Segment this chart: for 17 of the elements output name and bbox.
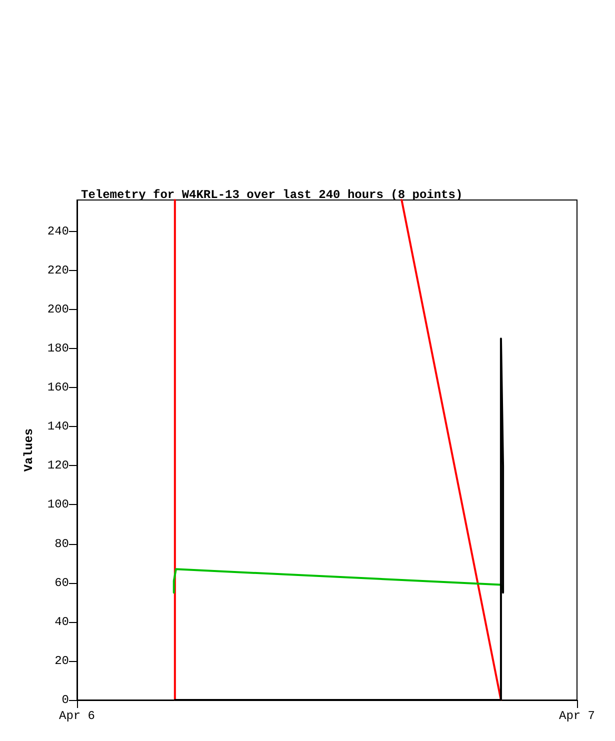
y-tick-label: 80 <box>54 536 69 551</box>
y-tick-label: 20 <box>54 654 69 668</box>
y-tick-label: 160 <box>47 380 69 394</box>
y-tick-label: 140 <box>47 420 69 434</box>
y-axis-title: Values <box>22 428 36 472</box>
y-tick-label: 200 <box>47 302 69 316</box>
y-tick-label: 40 <box>54 614 69 629</box>
x-tick-label: Apr 6 <box>58 709 96 723</box>
y-tick-label: 180 <box>47 341 69 356</box>
y-tick-label: 240 <box>47 224 69 238</box>
y-tick-label: 220 <box>47 263 69 278</box>
y-tick-label: 120 <box>47 458 69 473</box>
y-tick-label: 100 <box>47 498 69 512</box>
chart-title: Telemetry for W4KRL-13 over last 240 hours (8 points) <box>81 188 463 202</box>
y-tick-label: 60 <box>54 576 69 590</box>
x-tick-label: Apr 7 <box>558 709 596 723</box>
y-tick-label: 0 <box>62 693 69 707</box>
